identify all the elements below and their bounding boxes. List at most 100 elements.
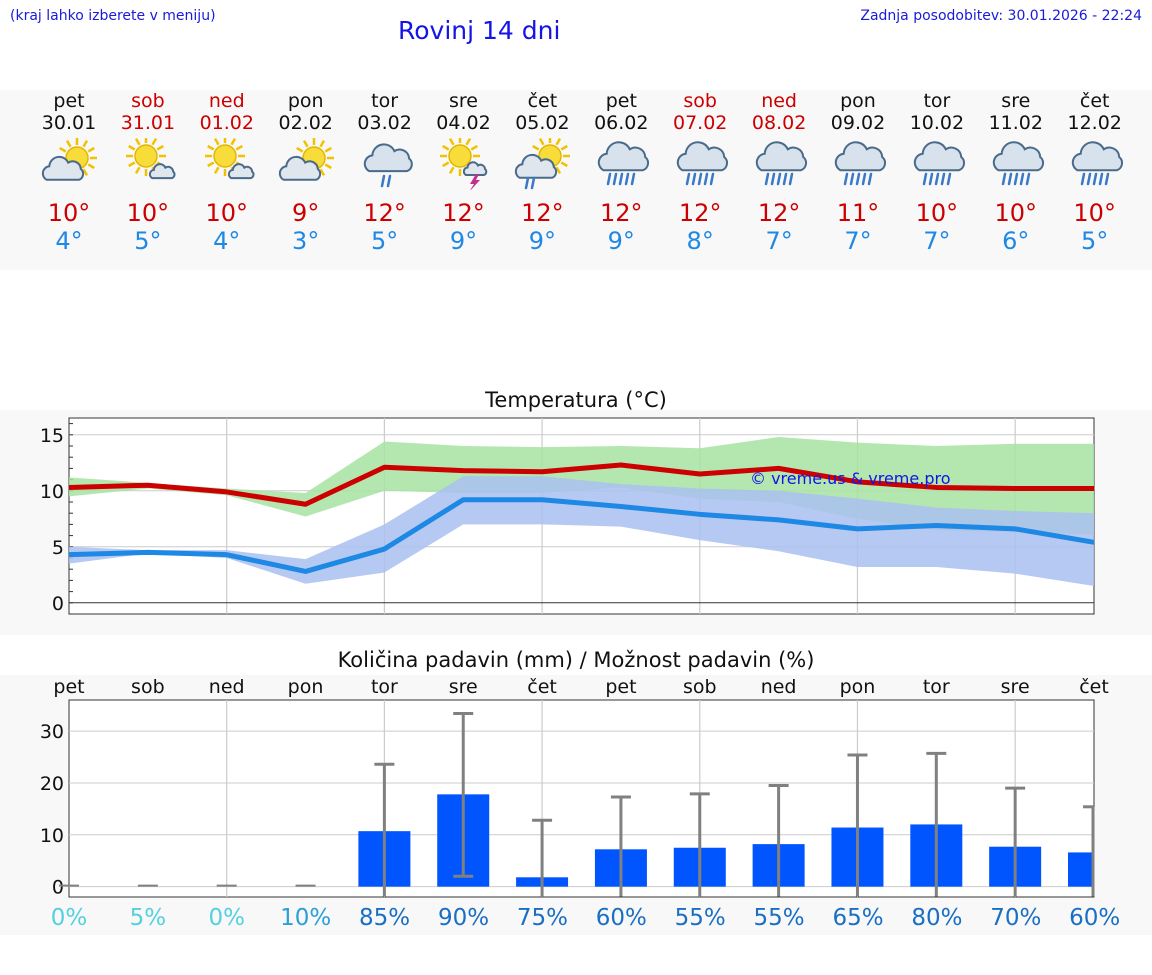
temp-max: 10° [205,199,249,227]
temperature-chart: 0 5 10 15 © vreme.us & vreme.pro [40,417,1095,615]
precip-probability: 0% [50,905,88,931]
page-title: Rovinj 14 dni [398,16,561,45]
temp-max: 10° [126,199,170,227]
precip-probability: 85% [359,905,411,931]
x-category-label: sre [449,676,478,698]
y-tick-label: 0 [52,593,64,615]
temp-min: 6° [1002,227,1030,255]
day-name: sre [1001,90,1031,112]
temp-min: 7° [765,227,793,255]
cloud-rain-icon [363,143,413,188]
day-date: 04.02 [436,112,491,134]
precip-probability: 10% [280,905,332,931]
day-name: pon [840,90,876,112]
day-name: pet [53,90,85,112]
cloud-heavy-rain-icon [1071,141,1123,186]
day-date: 02.02 [278,112,333,134]
day-name: čet [1079,90,1110,112]
precip-probability: 55% [674,905,726,931]
day-date: 09.02 [830,112,886,134]
day-date: 31.01 [120,112,176,134]
y-tick-label: 30 [40,721,64,743]
watermark: © vreme.us & vreme.pro [750,469,951,488]
temp-max: 12° [757,199,801,227]
precip-chart-title: Količina padavin (mm) / Možnost padavin … [337,648,815,672]
temp-min: 9° [607,227,635,255]
temp-max: 11° [836,199,880,227]
cloud-heavy-rain-icon [676,141,729,186]
y-tick-label: 20 [40,773,64,795]
day-name: sob [683,90,717,112]
temp-max: 10° [994,199,1038,227]
y-tick-label: 10 [40,825,64,847]
x-category-label: pon [288,676,324,698]
day-name: ned [761,90,797,112]
y-tick-label: 5 [52,537,64,559]
x-category-label: tor [923,676,950,698]
temp-min: 8° [686,227,714,255]
cloud-heavy-rain-icon [834,141,887,186]
x-category-label: sob [683,676,717,698]
sun-cloud-icon [41,138,97,181]
day-date: 08.02 [751,112,807,134]
y-tick-label: 10 [40,481,64,503]
temp-min: 4° [55,227,83,255]
precip-probability: 65% [832,905,884,931]
temp-min: 5° [1081,227,1109,255]
sun-cloud-rain-icon [515,138,571,190]
sun-cloud-icon [278,138,334,181]
max-temp-line [68,462,1094,507]
precip-probability: 60% [595,905,647,931]
precip-bar [1068,852,1094,887]
temp-max: 9° [292,199,320,227]
day-name: ned [208,90,245,112]
last-updated: Zadnja posodobitev: 30.01.2026 - 22:24 [860,8,1142,24]
temp-min: 5° [134,227,162,255]
sun-small-cloud-icon [204,138,255,180]
x-category-label: pon [840,676,876,698]
day-name: tor [923,90,951,112]
day-name: čet [527,90,558,112]
precip-probability: 60% [1069,905,1121,931]
sun-thunder-icon [439,138,487,190]
day-date: 30.01 [41,112,97,134]
day-name: sre [449,90,478,112]
temp-min: 4° [213,227,241,255]
day-name: tor [371,90,399,112]
day-date: 06.02 [594,112,649,134]
precip-probability: 70% [990,905,1042,931]
temp-min: 9° [528,227,557,255]
temp-max: 12° [521,199,564,227]
day-date: 01.02 [199,112,254,134]
temp-min: 9° [449,227,478,255]
x-category-label: čet [527,676,557,698]
x-category-label: ned [761,676,797,698]
temp-min: 7° [923,227,951,255]
temp-min: 7° [844,227,872,255]
y-tick-label: 0 [52,877,64,899]
cloud-heavy-rain-icon [755,141,808,186]
temp-min: 5° [370,227,399,255]
temp-max: 10° [47,199,91,227]
day-date: 12.02 [1067,112,1122,134]
temp-max: 12° [442,199,485,227]
temp-chart-title: Temperatura (°C) [485,388,667,412]
temp-max: 12° [678,199,722,227]
day-date: 10.02 [909,112,965,134]
precip-probability: 0% [208,905,246,931]
location-hint: (kraj lahko izberete v meniju) [10,8,216,24]
forecast-band [0,90,1152,270]
temp-min: 3° [292,227,320,255]
precip-probability: 90% [437,905,490,931]
precip-probability: 80% [911,905,963,931]
sun-small-cloud-icon [125,138,176,180]
x-category-label: čet [1079,676,1109,698]
day-date: 07.02 [672,112,728,134]
x-category-label: sob [131,676,165,698]
temp-max: 10° [1073,199,1116,227]
day-name: pon [287,90,324,112]
temp-max: 12° [363,199,406,227]
x-category-label: tor [371,676,398,698]
x-category-label: sre [1001,676,1030,698]
temp-max: 12° [600,199,643,227]
